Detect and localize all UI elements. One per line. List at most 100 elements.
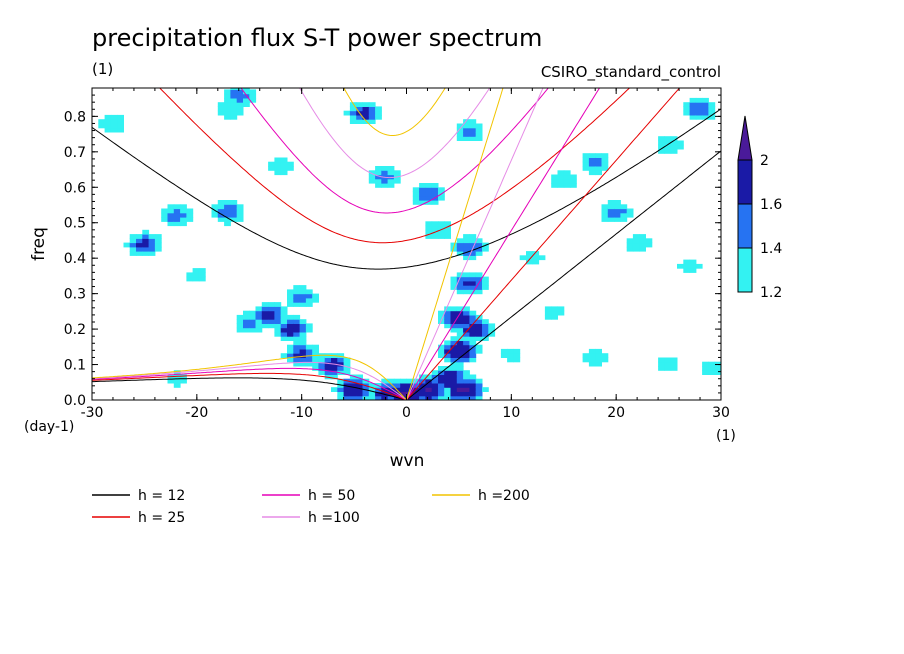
- spectral-cell: [626, 242, 634, 248]
- spectral-cell: [343, 391, 351, 397]
- spectral-cell: [456, 340, 464, 346]
- spectral-cell: [287, 336, 294, 341]
- spectral-cell: [431, 395, 439, 400]
- spectral-cell: [689, 102, 697, 107]
- spectral-cell: [393, 391, 401, 397]
- spectral-cell: [702, 97, 709, 103]
- spectral-cell: [236, 93, 244, 99]
- spectral-cell: [689, 97, 697, 103]
- spectral-cell: [469, 383, 477, 388]
- spectral-cell: [469, 285, 477, 290]
- spectral-cell: [387, 387, 395, 392]
- spectral-cell: [463, 276, 470, 282]
- spectral-cell: [607, 204, 615, 210]
- spectral-cell: [268, 302, 275, 307]
- spectral-cell: [230, 88, 238, 90]
- colorbar-label: 1.2: [760, 285, 782, 301]
- y-tick-label: 0.8: [64, 109, 86, 125]
- spectral-cell: [456, 238, 464, 244]
- spectral-cell: [305, 323, 313, 329]
- spectral-cell: [463, 331, 470, 337]
- dispersion-curve-kelvin-h50: [406, 88, 601, 400]
- spectral-cell: [563, 174, 571, 180]
- spectral-cell: [293, 293, 301, 299]
- spectral-cell: [463, 246, 470, 252]
- spectral-cell: [683, 106, 691, 112]
- spectral-cell: [456, 378, 464, 384]
- spectral-cell: [236, 217, 244, 222]
- spectral-cell: [224, 102, 231, 107]
- spectral-cell: [104, 127, 112, 133]
- spectral-cell: [305, 289, 313, 295]
- spectral-cell: [570, 174, 577, 180]
- spectral-cell: [173, 383, 181, 388]
- dispersion-curve-kelvin-h200: [406, 88, 504, 400]
- spectral-cell: [173, 208, 181, 214]
- spectral-cell: [142, 229, 150, 235]
- spectral-cell: [456, 251, 464, 256]
- spectral-cell: [475, 272, 483, 278]
- spectral-cell: [104, 123, 112, 129]
- spectral-cell: [450, 336, 458, 341]
- spectral-cell: [261, 314, 269, 320]
- spectral-cell: [582, 153, 590, 158]
- spectral-cell: [425, 187, 433, 193]
- spectral-cell: [614, 204, 621, 210]
- spectral-cell: [601, 161, 609, 167]
- spectral-cell: [444, 395, 451, 400]
- y-tick-label: 0.4: [64, 251, 86, 267]
- spectral-cell: [161, 208, 168, 214]
- x-tick-label: 20: [607, 405, 625, 421]
- spectral-cell: [312, 344, 319, 350]
- legend-label: h =200: [478, 488, 530, 504]
- spectral-cell: [456, 246, 464, 252]
- chart-title: precipitation flux S-T power spectrum: [92, 24, 542, 52]
- spectral-cell: [287, 293, 294, 299]
- legend: h = 12 h = 25 h = 50 h =100 h =200: [92, 488, 530, 526]
- dispersion-curve-rossby-n1-h12: [92, 377, 407, 400]
- spectral-cell: [142, 238, 150, 244]
- spectral-cell: [274, 327, 282, 333]
- spectral-cell: [236, 327, 244, 333]
- spectral-cell: [469, 119, 477, 124]
- spectral-cell: [425, 195, 433, 201]
- spectral-cell: [299, 361, 307, 367]
- spectral-cell: [463, 314, 470, 320]
- spectral-cell: [249, 310, 257, 316]
- spectral-cell: [362, 119, 370, 124]
- spectral-cell: [431, 200, 439, 205]
- spectral-cell: [154, 242, 162, 248]
- spectral-cell: [255, 314, 263, 320]
- spectral-cell: [142, 246, 150, 252]
- spectral-cell: [224, 200, 231, 205]
- spectral-cell: [337, 357, 345, 363]
- x-tick-label: 0: [402, 405, 411, 421]
- spectral-cell: [450, 391, 458, 397]
- spectral-cell: [110, 119, 118, 124]
- spectral-cell: [287, 348, 294, 354]
- dispersion-curve-ig-n1-h12: [92, 108, 721, 270]
- spectral-cell: [683, 110, 691, 116]
- spectral-cell: [180, 217, 187, 222]
- spectral-cell: [469, 327, 477, 333]
- spectral-cell: [293, 353, 301, 358]
- spectral-cell: [368, 119, 376, 124]
- spectral-cell: [595, 170, 602, 176]
- spectral-cell: [469, 336, 477, 341]
- spectral-cell: [431, 225, 439, 231]
- spectral-cell: [154, 238, 162, 244]
- colorbar-segment: [737, 247, 753, 293]
- spectral-cell: [356, 395, 363, 400]
- spectral-cell: [299, 285, 307, 290]
- spectral-cell: [714, 366, 721, 371]
- spectral-cell: [582, 161, 590, 167]
- spectral-cell: [475, 289, 483, 295]
- spectral-cell: [312, 293, 319, 299]
- spectral-cell: [469, 391, 477, 397]
- spectral-cell: [469, 272, 477, 278]
- spectral-cell: [419, 383, 426, 388]
- spectral-cell: [255, 323, 263, 329]
- spectral-cell: [393, 378, 401, 384]
- chart-subtitle-right: CSIRO_standard_control: [541, 63, 721, 82]
- spectral-cell: [293, 302, 301, 307]
